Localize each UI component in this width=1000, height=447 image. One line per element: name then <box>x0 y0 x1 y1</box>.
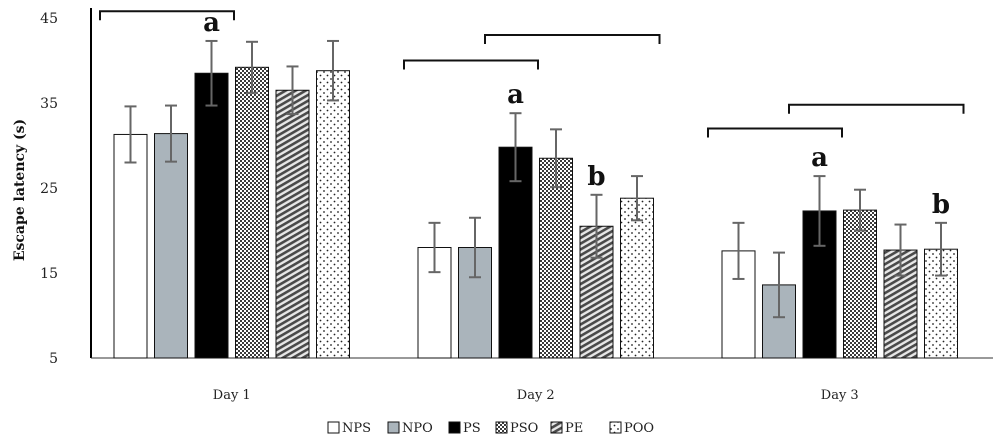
bar-poo-1 <box>316 70 350 359</box>
bar-pso-3 <box>843 209 877 359</box>
bar-poo-2 <box>620 197 654 359</box>
y-axis-label: Escape latency (s) <box>12 119 28 261</box>
significance-letter: a <box>507 80 524 110</box>
significance-bracket <box>484 34 661 44</box>
y-tick-label: 45 <box>40 11 58 27</box>
bar-pe-1 <box>275 89 310 359</box>
error-bar <box>854 188 866 232</box>
legend-swatch <box>495 421 508 434</box>
significance-letter: b <box>932 190 950 220</box>
bar-nps-1 <box>113 133 148 359</box>
legend-label: PE <box>565 421 583 436</box>
category-label: Day 1 <box>213 388 251 403</box>
legend-swatch <box>448 421 461 434</box>
legend-item-pe: PE <box>550 421 583 436</box>
error-bar <box>469 216 481 279</box>
bars <box>113 66 958 359</box>
legend-item-pso: PSO <box>495 421 538 436</box>
error-bar <box>894 223 907 277</box>
significance-labels: a a b a b <box>203 8 950 220</box>
significance-bracket <box>707 127 843 138</box>
category-label: Day 3 <box>821 388 859 403</box>
error-bars <box>124 39 947 319</box>
error-bar <box>590 193 603 259</box>
legend-swatch <box>327 421 340 434</box>
y-tick-label: 5 <box>49 351 58 367</box>
error-bar <box>813 175 826 247</box>
significance-bracket <box>403 59 539 70</box>
bar-npo-1 <box>154 133 188 359</box>
error-bar <box>286 65 299 116</box>
y-tick-label: 15 <box>40 266 58 282</box>
error-bar <box>428 221 441 274</box>
significance-letter: b <box>587 162 605 192</box>
legend-label: NPS <box>342 421 371 436</box>
y-tick-label: 35 <box>40 96 58 112</box>
error-bar <box>509 112 522 183</box>
legend-label: PSO <box>510 421 538 436</box>
significance-brackets <box>99 10 965 138</box>
bar-ps-1 <box>194 72 229 359</box>
legend-swatch <box>609 421 622 434</box>
error-bar <box>631 175 643 222</box>
bar-ps-2 <box>498 146 533 359</box>
error-bar <box>935 221 947 277</box>
legend: NPS NPO PS PSO PE POO <box>327 421 654 436</box>
legend-swatch <box>387 421 400 434</box>
legend-item-npo: NPO <box>387 421 433 436</box>
error-bar <box>124 105 137 164</box>
legend-label: PS <box>463 421 481 436</box>
significance-letter: a <box>203 8 220 38</box>
error-bar <box>165 104 177 163</box>
category-label: Day 2 <box>517 388 555 403</box>
legend-label: POO <box>624 421 654 436</box>
significance-letter: a <box>811 143 828 173</box>
legend-item-poo: POO <box>609 421 654 436</box>
error-bar <box>327 39 339 102</box>
legend-label: NPO <box>402 421 433 436</box>
y-tick-label: 25 <box>40 181 58 197</box>
y-ticks: 5 15 25 35 45 <box>40 11 58 367</box>
error-bar <box>732 221 745 280</box>
significance-bracket <box>99 10 235 21</box>
legend-swatch <box>550 421 563 434</box>
legend-item-nps: NPS <box>327 421 371 436</box>
error-bar <box>550 128 562 189</box>
error-bar <box>205 39 218 107</box>
category-labels: Day 1 Day 2 Day 3 <box>213 388 859 403</box>
significance-bracket <box>788 103 965 114</box>
legend-item-ps: PS <box>448 421 481 436</box>
error-bar <box>246 40 258 94</box>
error-bar <box>773 251 785 319</box>
bar-pso-1 <box>235 66 269 359</box>
bar-pso-2 <box>539 157 573 359</box>
